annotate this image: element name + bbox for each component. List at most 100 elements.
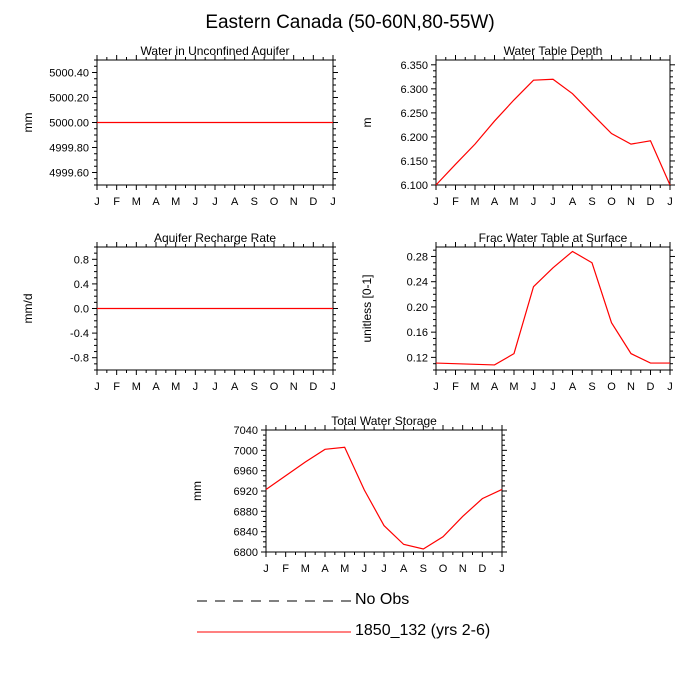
legend-obs-line <box>197 600 351 602</box>
x-tick-label: J <box>330 381 336 393</box>
y-tick-label: 5000.00 <box>49 118 89 130</box>
y-tick-label: 6880 <box>234 506 258 518</box>
y-axis-label: unitless [0-1] <box>360 274 374 342</box>
y-tick-label: 6.250 <box>400 108 428 120</box>
x-tick-label: S <box>420 563 427 575</box>
x-tick-label: J <box>667 196 673 208</box>
x-tick-label: N <box>459 563 467 575</box>
chart-title: Water Table Depth <box>504 44 603 58</box>
x-tick-label: J <box>550 196 556 208</box>
y-axis-label: mm/d <box>21 294 35 324</box>
y-tick-label: 6800 <box>234 547 258 559</box>
x-tick-label: O <box>439 563 448 575</box>
x-tick-label: J <box>381 563 387 575</box>
x-tick-label: J <box>193 196 199 208</box>
x-tick-label: J <box>362 563 368 575</box>
x-tick-label: N <box>627 196 635 208</box>
series-line <box>435 250 670 366</box>
x-tick-label: M <box>340 563 349 575</box>
legend-item-obs: No Obs <box>195 591 495 611</box>
x-tick-label: A <box>400 563 408 575</box>
x-tick-label: S <box>588 196 595 208</box>
x-tick-label: A <box>231 381 239 393</box>
chart-title: Total Water Storage <box>331 414 437 428</box>
x-tick-label: J <box>94 381 100 393</box>
y-tick-label: 6.100 <box>400 180 428 192</box>
x-tick-label: J <box>433 196 439 208</box>
x-tick-label: D <box>647 381 655 393</box>
y-tick-label: 6.200 <box>400 132 428 144</box>
figure-title: Eastern Canada (50-60N,80-55W) <box>205 12 495 33</box>
x-tick-label: J <box>212 196 218 208</box>
x-tick-label: A <box>152 196 160 208</box>
x-tick-label: S <box>588 381 595 393</box>
x-tick-label: F <box>113 196 120 208</box>
y-tick-label: 7040 <box>234 425 258 437</box>
y-tick-label: 0.0 <box>74 304 89 316</box>
x-tick-label: J <box>531 196 537 208</box>
y-axis-label: mm <box>21 113 35 133</box>
x-tick-label: J <box>433 381 439 393</box>
x-tick-label: D <box>309 196 317 208</box>
x-tick-label: M <box>509 196 518 208</box>
legend-item-model: 1850_132 (yrs 2-6) <box>195 622 515 642</box>
series-line <box>435 78 671 186</box>
y-tick-label: 6.350 <box>400 60 428 72</box>
legend-model-label: 1850_132 (yrs 2-6) <box>355 622 491 639</box>
x-tick-label: A <box>152 381 160 393</box>
y-tick-label: 0.28 <box>407 251 428 263</box>
y-tick-label: 5000.40 <box>49 68 89 80</box>
x-tick-label: J <box>330 196 336 208</box>
x-tick-label: N <box>290 381 298 393</box>
y-tick-label: -0.8 <box>70 353 89 365</box>
x-tick-label: M <box>171 381 180 393</box>
x-tick-label: S <box>251 381 258 393</box>
x-tick-label: J <box>263 563 269 575</box>
x-tick-label: M <box>301 563 310 575</box>
x-tick-label: M <box>171 196 180 208</box>
x-tick-label: A <box>321 563 329 575</box>
y-tick-label: -0.4 <box>70 328 89 340</box>
x-tick-label: J <box>667 381 673 393</box>
chart-title: Aquifer Recharge Rate <box>154 231 276 245</box>
x-tick-label: J <box>212 381 218 393</box>
y-tick-label: 0.24 <box>407 277 428 289</box>
y-tick-label: 0.20 <box>407 302 428 314</box>
x-tick-label: F <box>113 381 120 393</box>
x-tick-label: O <box>607 381 616 393</box>
x-tick-label: J <box>531 381 537 393</box>
x-tick-label: A <box>491 381 499 393</box>
x-tick-label: A <box>569 196 577 208</box>
x-tick-label: O <box>270 196 279 208</box>
y-tick-label: 6920 <box>234 486 258 498</box>
x-tick-label: M <box>132 196 141 208</box>
y-tick-label: 0.16 <box>407 327 428 339</box>
y-tick-label: 0.4 <box>74 279 89 291</box>
x-tick-label: D <box>478 563 486 575</box>
x-tick-label: J <box>550 381 556 393</box>
plot-frame <box>435 246 671 371</box>
x-tick-label: M <box>470 381 479 393</box>
y-tick-label: 6960 <box>234 466 258 478</box>
y-axis-label: mm <box>190 481 204 501</box>
y-tick-label: 6840 <box>234 527 258 539</box>
chart-title: Water in Unconfined Aquifer <box>141 44 290 58</box>
plot-frame <box>265 429 503 553</box>
y-tick-label: 0.8 <box>74 254 89 266</box>
x-tick-label: J <box>94 196 100 208</box>
chart-title: Frac Water Table at Surface <box>479 231 628 245</box>
y-tick-label: 7000 <box>234 445 258 457</box>
y-axis-label: m <box>360 118 374 128</box>
x-tick-label: A <box>491 196 499 208</box>
y-tick-label: 6.300 <box>400 84 428 96</box>
x-tick-label: M <box>470 196 479 208</box>
legend-obs-label: No Obs <box>355 591 410 608</box>
x-tick-label: D <box>309 381 317 393</box>
x-tick-label: M <box>132 381 141 393</box>
x-tick-label: A <box>569 381 577 393</box>
y-tick-label: 0.12 <box>407 352 428 364</box>
y-tick-label: 6.150 <box>400 156 428 168</box>
